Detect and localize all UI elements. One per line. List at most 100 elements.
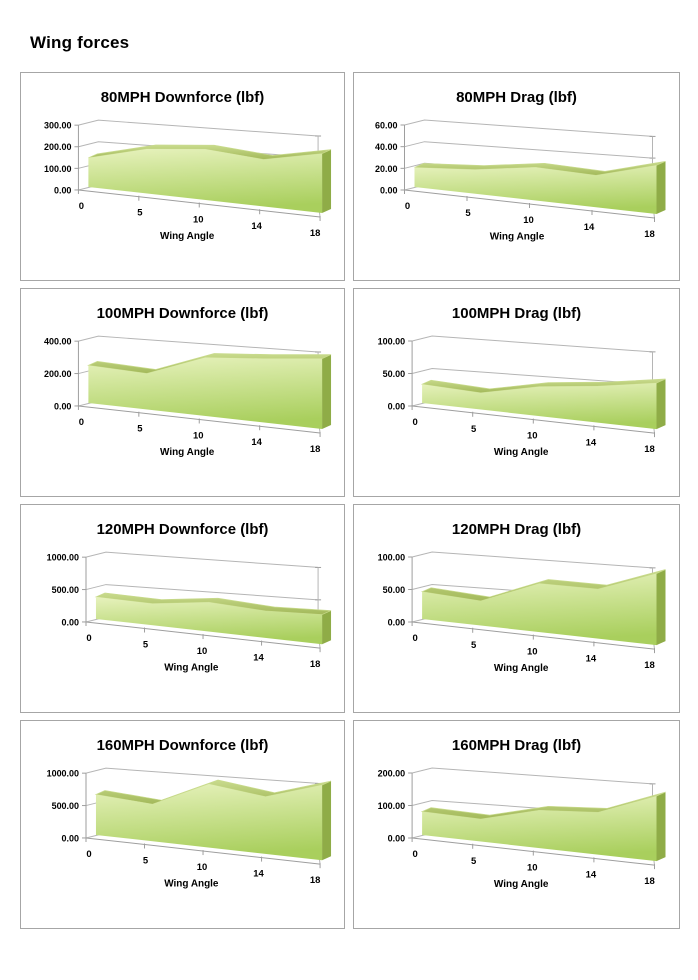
area-end-cap [322, 610, 332, 645]
gridline [404, 141, 653, 159]
chart-80mph-downforce-lbf: 80MPH Downforce (lbf) 0.00 100.00 200.00 300… [20, 72, 345, 281]
x-tick-label: 5 [143, 639, 148, 650]
area-front-face [88, 357, 323, 429]
x-tick-label: 5 [137, 424, 142, 435]
chart-120mph-drag-lbf: 120MPH Drag (lbf) 0.00 50.00 100.00 0 5 10 14 18… [353, 504, 680, 713]
x-tick-label: 0 [86, 849, 91, 860]
area-top-surface [94, 779, 332, 805]
x-tick-label: 0 [412, 849, 417, 860]
x-tick-label: 10 [193, 214, 204, 225]
charts-grid: 80MPH Downforce (lbf) 0.00 100.00 200.00 300… [20, 72, 680, 929]
y-tick-label: 0.00 [388, 834, 406, 844]
y-tick-label: 300.00 [44, 121, 71, 131]
x-tick-label: 5 [471, 856, 477, 867]
chart-title: 80MPH Drag (lbf) [456, 89, 577, 106]
area-end-cap [322, 149, 332, 213]
chart-title: 100MPH Downforce (lbf) [97, 305, 269, 322]
x-tick-label: 5 [471, 424, 477, 435]
chart-100mph-drag-lbf: 100MPH Drag (lbf) 0.00 50.00 100.00 0 5 10 14 18… [353, 288, 680, 497]
chart-title: 80MPH Downforce (lbf) [101, 89, 265, 106]
chart-canvas: 100MPH Downforce (lbf) 0.00 200.00 400.00 0 5… [44, 305, 332, 458]
gridline [85, 551, 319, 568]
x-tick-label: 14 [251, 437, 262, 448]
x-axis-title: Wing Angle [490, 232, 545, 243]
chart-title: 160MPH Downforce (lbf) [97, 737, 269, 754]
chart-canvas: 160MPH Drag (lbf) 0.00 100.00 200.00 0 5 10 14 1… [378, 737, 666, 890]
area-top-surface [87, 353, 332, 374]
page-title: Wing forces [30, 33, 130, 53]
x-tick-label: 14 [584, 222, 595, 233]
gridline [85, 584, 319, 601]
y-tick-label: 0.00 [62, 617, 79, 627]
gridline [78, 335, 319, 353]
y-tick-label: 100.00 [378, 337, 406, 347]
area-front-face [88, 148, 323, 213]
y-tick-label: 0.00 [388, 402, 406, 412]
x-tick-label: 18 [644, 229, 655, 240]
chart-canvas: 120MPH Downforce (lbf) 0.00 500.00 1000.00 0… [47, 521, 332, 674]
area-front-face [422, 796, 657, 862]
y-tick-label: 0.00 [388, 618, 406, 628]
x-tick-label: 10 [527, 647, 538, 658]
chart-100mph-downforce-lbf: 100MPH Downforce (lbf) 0.00 200.00 400.00 0 5… [20, 288, 345, 497]
x-tick-label: 10 [527, 431, 538, 442]
gridline [411, 335, 653, 353]
y-tick-label: 50.00 [383, 585, 406, 595]
y-tick-label: 0.00 [380, 186, 398, 196]
area-top-surface [88, 144, 332, 160]
chart-canvas: 100MPH Drag (lbf) 0.00 50.00 100.00 0 5 10 14 18… [378, 305, 666, 458]
area-end-cap [656, 379, 666, 430]
x-tick-label: 18 [310, 228, 321, 239]
chart-canvas: 80MPH Drag (lbf) 0.00 20.00 40.00 60.00 0 5 10 1… [375, 89, 666, 243]
x-tick-label: 10 [197, 646, 208, 657]
gridline [411, 767, 653, 785]
gridline [411, 367, 653, 385]
y-tick-label: 60.00 [375, 121, 398, 131]
x-tick-label: 14 [586, 653, 597, 664]
x-tick-label: 18 [644, 444, 655, 455]
y-tick-label: 0.00 [62, 833, 79, 843]
gridline [411, 551, 653, 569]
area-end-cap [656, 569, 666, 646]
gridline [78, 119, 319, 137]
y-tick-label: 100.00 [378, 801, 406, 811]
y-tick-label: 200.00 [378, 769, 406, 779]
x-tick-label: 0 [79, 417, 84, 428]
x-axis-title: Wing Angle [160, 447, 215, 458]
chart-canvas: 120MPH Drag (lbf) 0.00 50.00 100.00 0 5 10 14 18… [378, 521, 666, 674]
area-end-cap [656, 792, 666, 862]
x-tick-label: 10 [527, 863, 538, 874]
chart-80mph-drag-lbf: 80MPH Drag (lbf) 0.00 20.00 40.00 60.00 0 5 10 1… [353, 72, 680, 281]
x-tick-label: 5 [143, 855, 148, 866]
chart-canvas: 160MPH Downforce (lbf) 0.00 500.00 1000.00 0… [47, 737, 332, 890]
y-tick-label: 0.00 [54, 401, 71, 411]
area-top-surface [420, 378, 666, 394]
y-tick-label: 20.00 [375, 164, 398, 174]
gridline [404, 119, 653, 137]
y-tick-label: 0.00 [54, 185, 71, 195]
y-tick-label: 100.00 [44, 164, 71, 174]
y-tick-label: 40.00 [375, 142, 398, 152]
x-tick-label: 0 [86, 633, 91, 644]
y-tick-label: 400.00 [44, 337, 71, 347]
x-tick-label: 18 [310, 875, 321, 886]
x-tick-label: 10 [197, 862, 208, 873]
area-top-surface [420, 569, 666, 602]
x-tick-label: 14 [586, 869, 597, 880]
chart-title: 160MPH Drag (lbf) [452, 737, 581, 754]
y-tick-label: 200.00 [44, 369, 71, 379]
x-axis-title: Wing Angle [164, 879, 219, 890]
x-axis-title: Wing Angle [164, 663, 219, 674]
y-tick-label: 50.00 [383, 369, 406, 379]
gridline [85, 767, 319, 784]
x-tick-label: 0 [79, 201, 84, 212]
y-tick-label: 1000.00 [47, 769, 79, 779]
chart-120mph-downforce-lbf: 120MPH Downforce (lbf) 0.00 500.00 1000.00 0… [20, 504, 345, 713]
x-tick-label: 0 [412, 633, 417, 644]
x-tick-label: 10 [523, 215, 534, 226]
area-front-face [422, 573, 657, 646]
area-end-cap [656, 161, 666, 214]
y-tick-label: 1000.00 [47, 553, 79, 563]
area-front-face [95, 596, 323, 645]
x-tick-label: 10 [193, 430, 204, 441]
